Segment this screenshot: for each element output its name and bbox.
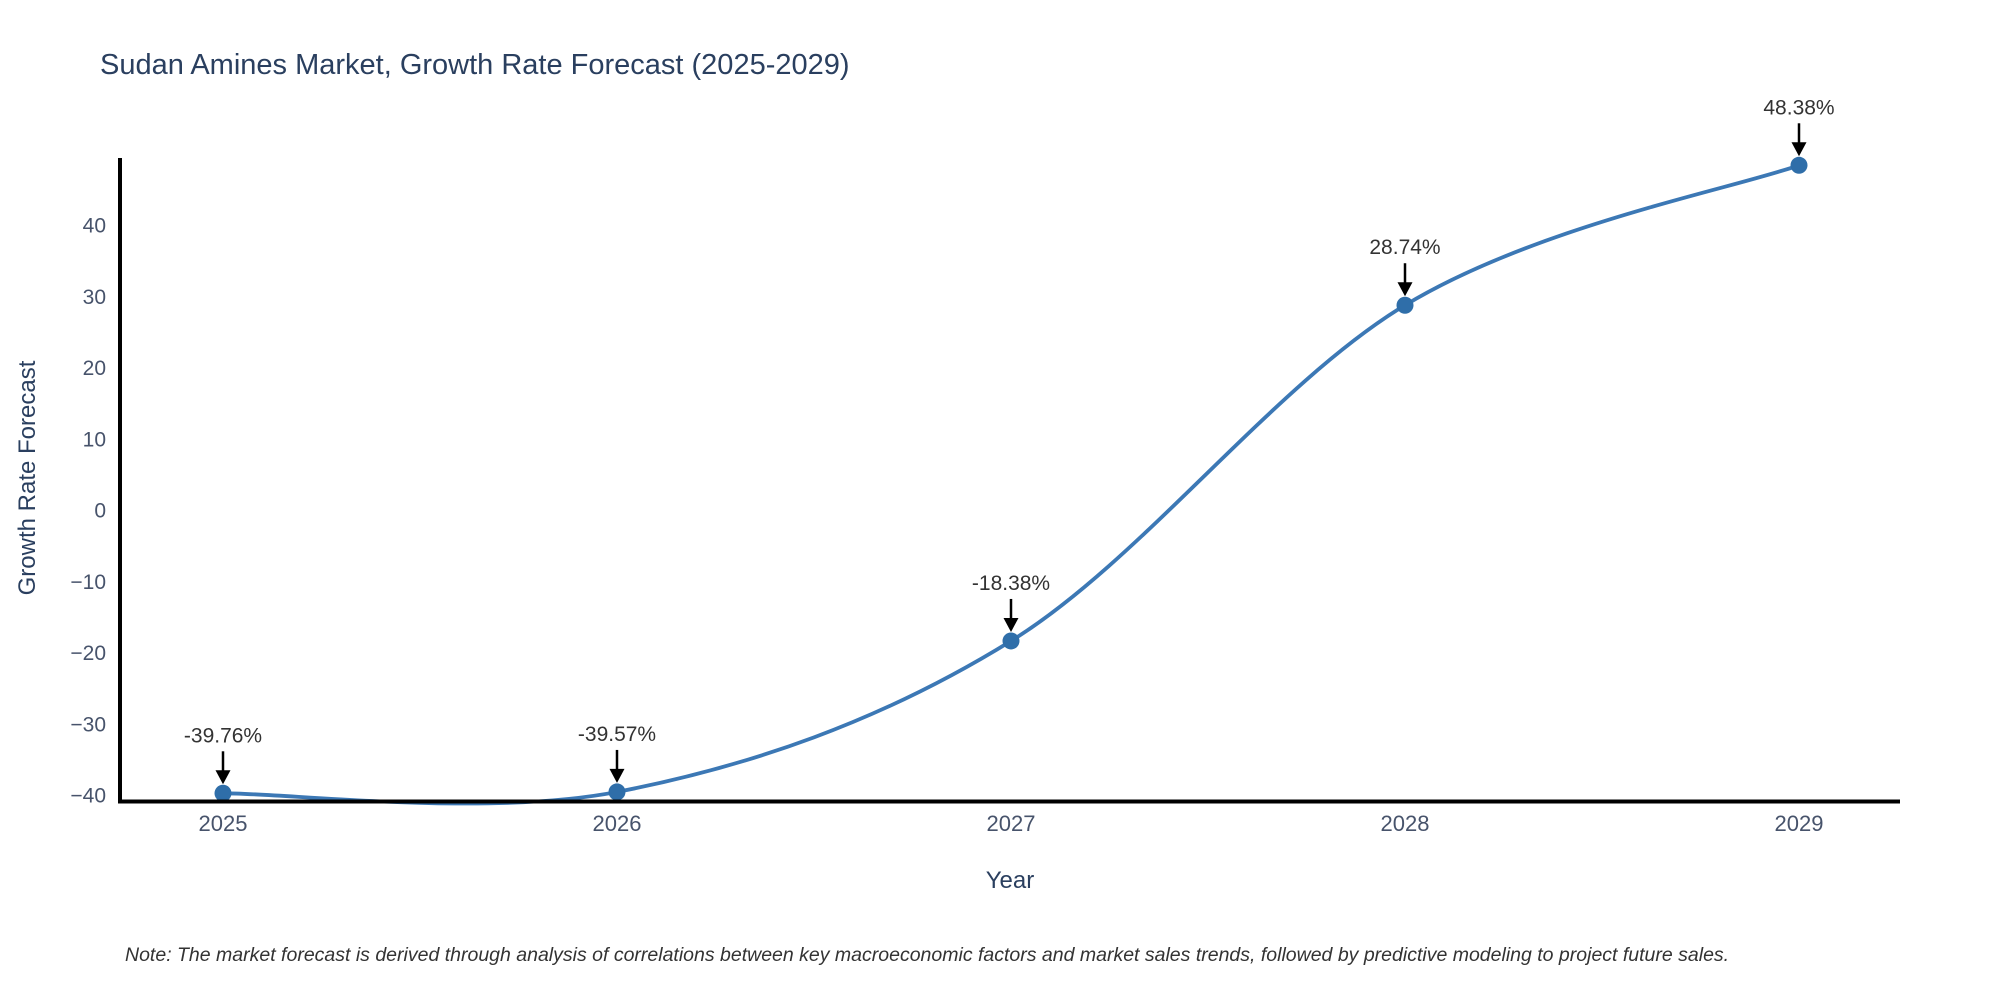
annotation-arrow-head — [215, 770, 231, 785]
x-axis-title: Year — [985, 867, 1035, 894]
y-axis-title: Growth Rate Forecast — [14, 360, 41, 596]
data-point-2028 — [1396, 296, 1414, 314]
y-tick--20: −20 — [70, 642, 106, 665]
forecast-line — [221, 163, 1801, 806]
x-tick-2026: 2026 — [593, 811, 642, 836]
x-tick-2025: 2025 — [199, 811, 248, 836]
data-point-2025 — [214, 784, 232, 802]
x-tick-2027: 2027 — [987, 811, 1036, 836]
annotation-arrow-head — [1003, 617, 1019, 632]
y-tick-0: 0 — [94, 500, 106, 523]
point-label-2026: -39.57% — [578, 723, 656, 746]
annotation-arrow-head — [1397, 282, 1413, 297]
point-label-2027: -18.38% — [972, 572, 1050, 595]
chart-title: Sudan Amines Market, Growth Rate Forecas… — [100, 49, 850, 81]
data-point-2026 — [608, 783, 626, 801]
footnote: Note: The market forecast is derived thr… — [125, 944, 1730, 966]
data-point-2027 — [1002, 632, 1020, 650]
y-tick-20: 20 — [83, 357, 106, 380]
point-label-2025: -39.76% — [184, 724, 262, 747]
y-tick-10: 10 — [83, 428, 106, 451]
data-point-2029 — [1790, 156, 1808, 174]
y-tick--10: −10 — [70, 571, 106, 594]
x-tick-2028: 2028 — [1381, 811, 1430, 836]
y-tick--40: −40 — [70, 785, 106, 808]
y-tick--30: −30 — [70, 713, 106, 736]
annotation-arrow-head — [1791, 142, 1807, 157]
point-label-2028: 28.74% — [1369, 236, 1440, 259]
annotation-arrow-head — [609, 768, 625, 783]
point-label-2029: 48.38% — [1763, 96, 1834, 119]
y-tick-40: 40 — [83, 215, 106, 238]
x-tick-2029: 2029 — [1775, 811, 1824, 836]
y-tick-30: 30 — [83, 286, 106, 309]
